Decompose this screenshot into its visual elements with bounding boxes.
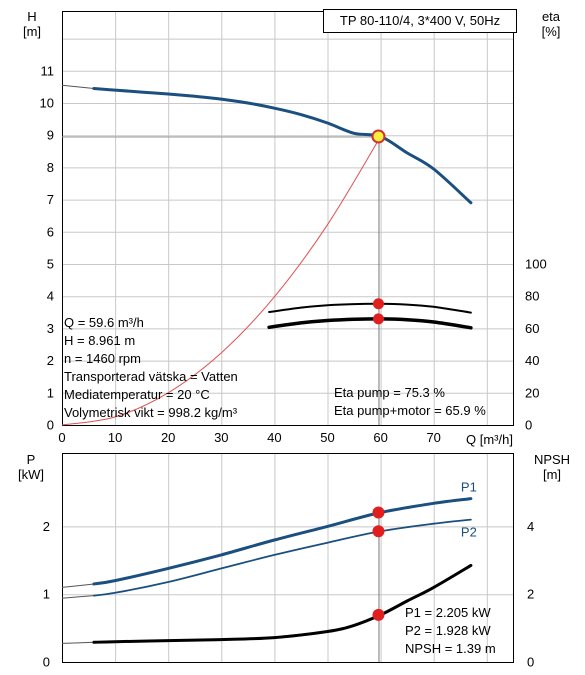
eta-pump-motor-op-point [372, 313, 384, 325]
chart-title: TP 80-110/4, 3*400 V, 50Hz [323, 9, 517, 33]
q-tick-label: 30 [214, 430, 228, 445]
info-p2: P2 = 1.928 kW [405, 623, 491, 638]
eta-tick-label: 40 [525, 353, 539, 368]
eta-pump-motor-curve [267, 317, 473, 330]
info-flow: Q = 59.6 m³/h [64, 315, 144, 330]
p1-lead-in [61, 583, 94, 588]
q-tick-label: 20 [161, 430, 175, 445]
info-temperature: Mediatemperatur = 20 °C [64, 387, 210, 402]
p-axis-label: P [kW] [18, 452, 44, 482]
q-tick-label: 70 [426, 430, 440, 445]
top-chart: 0 1 2 3 4 5 6 7 8 9 10 11 0 20 40 60 80 100 0 10 20 30 40 50 60 7… [40, 11, 547, 445]
system-curve [61, 136, 382, 426]
h-tick-label: 1 [47, 385, 54, 400]
npsh-op-point [372, 608, 385, 621]
p2-series-label: P2 [461, 525, 477, 540]
operating-info-power: P1 = 2.205 kW P2 = 1.928 kW NPSH = 1.39 … [405, 604, 496, 658]
p1-series-label: P1 [461, 480, 477, 495]
info-liquid: Transporterad vätska = Vatten [64, 369, 238, 384]
eta-tick-label: 60 [525, 321, 539, 336]
h-curve [92, 87, 473, 205]
info-npsh: NPSH = 1.39 m [405, 641, 496, 656]
h-tick-label: 10 [40, 96, 54, 111]
q-axis-label: Q [m³/h] [466, 432, 513, 447]
h-tick-label: 3 [47, 321, 54, 336]
h-tick-label: 11 [41, 63, 55, 78]
p2-lead-in [61, 595, 94, 599]
npsh-tick-label: 4 [527, 519, 534, 534]
p2-curve [93, 518, 472, 597]
q-tick-label: 50 [320, 430, 334, 445]
npsh-tick-label: 0 [527, 655, 534, 670]
info-density: Volymetrisk vikt = 998.2 kg/m³ [64, 405, 238, 420]
p-tick-label: 1 [43, 587, 50, 602]
eta-tick-label: 100 [525, 257, 547, 272]
eta-pump-op-point [372, 298, 384, 310]
npsh-axis-label: NPSH [m] [533, 452, 571, 482]
bottom-plot-area [62, 453, 513, 662]
npsh-curve [92, 563, 473, 644]
operating-info-left: Q = 59.6 m³/h H = 8.961 m n = 1460 rpm T… [64, 314, 238, 422]
q-tick-label: 40 [267, 430, 281, 445]
p2-op-point [372, 525, 385, 538]
npsh-tick-label: 2 [527, 587, 534, 602]
h-tick-label: 9 [47, 128, 54, 143]
head-op-point [371, 129, 386, 144]
p1-curve [92, 497, 473, 586]
p-tick-label: 0 [43, 655, 50, 670]
info-speed: n = 1460 rpm [64, 351, 141, 366]
operating-info-eta: Eta pump = 75.3 % Eta pump+motor = 65.9 … [334, 384, 486, 420]
eta-tick-label: 0 [525, 418, 532, 433]
h-axis-label: H [m] [22, 9, 42, 39]
h-tick-label: 0 [47, 418, 54, 433]
p1-op-point [372, 506, 385, 519]
top-grid [62, 11, 513, 425]
bottom-plot-frame [62, 453, 514, 663]
info-head: H = 8.961 m [64, 333, 136, 348]
info-eta-pump-motor: Eta pump+motor = 65.9 % [334, 403, 486, 418]
top-plot-area [62, 11, 513, 425]
h-tick-label: 2 [47, 353, 54, 368]
h-tick-label: 8 [47, 160, 54, 175]
q-tick-label: 10 [108, 430, 122, 445]
npsh-lead-in [61, 641, 94, 644]
bottom-chart: 0 1 2 0 2 4 P1 P2 [43, 453, 534, 670]
q-tick-label: 60 [373, 430, 387, 445]
p-tick-label: 2 [43, 519, 50, 534]
info-p1: P1 = 2.205 kW [405, 605, 491, 620]
h-lead-in [61, 84, 94, 89]
h-tick-label: 5 [47, 257, 54, 272]
eta-pump-curve [268, 302, 472, 314]
eta-tick-label: 20 [525, 385, 539, 400]
q-tick-label: 0 [58, 430, 65, 445]
info-eta-pump: Eta pump = 75.3 % [334, 385, 445, 400]
h-tick-label: 6 [47, 224, 54, 239]
h-tick-label: 7 [47, 192, 54, 207]
top-plot-frame [62, 11, 514, 426]
bottom-grid [62, 453, 513, 662]
h-tick-label: 4 [47, 289, 54, 304]
eta-axis-label: eta [%] [541, 9, 561, 39]
eta-tick-label: 80 [525, 289, 539, 304]
